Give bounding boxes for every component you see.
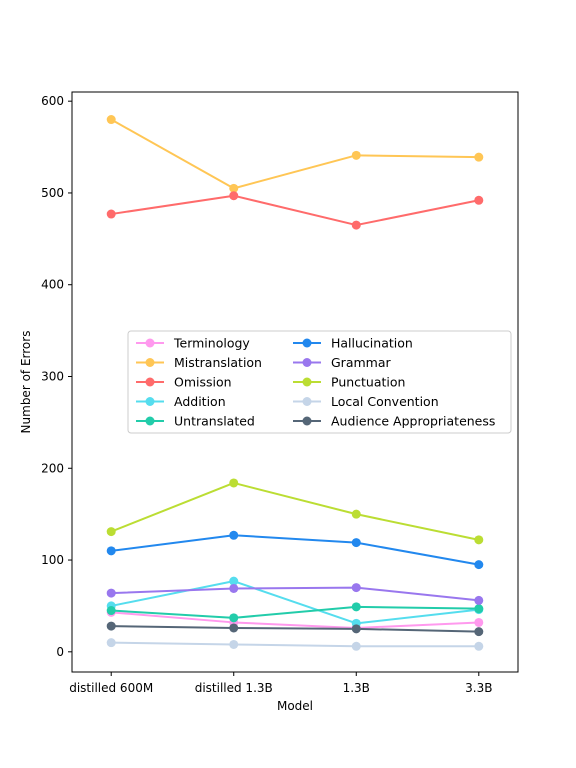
data-point-untranslated [351,602,361,612]
data-point-untranslated [106,606,116,616]
legend-item-punctuation: Punctuation [293,375,405,390]
legend-item-omission: Omission [136,375,232,390]
data-point-audience-appropriateness [229,623,239,633]
data-point-mistranslation [106,115,116,125]
y-tick-label: 400 [41,278,64,292]
data-point-audience-appropriateness [106,621,116,631]
legend-item-local-convention: Local Convention [293,394,439,409]
y-tick-label: 300 [41,369,64,383]
data-point-omission [229,191,239,201]
series-line-punctuation [110,481,479,541]
data-point-punctuation [229,478,239,488]
axes: 0 100 200 300 400 500 600 distilled 600M distill… [41,91,519,695]
legend-item-audience-appropriateness: Audience Appropriateness [293,414,495,429]
data-point-punctuation [106,527,116,537]
series-line-mistranslation [110,118,479,190]
data-point-hallucination [229,530,239,540]
legend-item-mistranslation: Mistranslation [136,355,262,370]
series-lines [110,118,479,648]
data-point-hallucination [106,546,116,556]
legend-swatch-marker [302,358,312,367]
legend-item-hallucination: Hallucination [293,336,413,351]
legend-item-addition: Addition [136,394,226,409]
series-line-grammar [111,586,479,602]
plot-frame [71,91,519,673]
data-point-omission [474,195,484,205]
legend: Terminology Mistranslation Omission Additio… [127,330,512,434]
legend-item-grammar: Grammar [293,355,391,370]
legend-swatch-marker [145,377,155,387]
legend-swatch-marker [145,416,155,426]
legend-swatch-marker [302,338,312,348]
data-point-local-convention [474,641,484,651]
data-point-grammar [351,583,361,593]
data-point-terminology [474,617,484,627]
legend-swatch-marker [302,377,312,387]
data-point-omission [351,220,361,230]
y-axis-title: Number of Errors [19,331,33,434]
y-tick-label: 600 [41,94,64,108]
series-line-addition [111,580,479,625]
series-line-untranslated [111,605,479,619]
legend-item-untranslated: Untranslated [136,414,255,429]
series-line-terminology [111,611,479,629]
y-tick-label: 0 [56,645,64,659]
data-point-mistranslation [229,183,239,193]
data-point-untranslated [229,613,239,623]
data-point-audience-appropriateness [351,624,361,634]
legend-label: Untranslated [174,414,255,429]
y-tick-label: 100 [41,553,64,567]
data-point-grammar [106,588,116,598]
data-point-grammar [229,583,239,593]
series-points [106,115,484,651]
y-tick-label: 200 [41,461,64,475]
series-line-omission [111,194,479,227]
legend-label: Mistranslation [174,355,262,370]
data-point-mistranslation [474,152,484,162]
legend-swatch-marker [302,416,312,426]
legend-swatch-marker [145,358,155,367]
x-axis-title: Model [277,699,313,713]
data-point-local-convention [106,638,116,648]
data-point-hallucination [474,560,484,570]
data-point-local-convention [229,639,239,649]
series-line-hallucination [111,534,479,566]
y-tick-label: 500 [41,186,64,200]
data-point-untranslated [474,604,484,614]
legend-label: Grammar [331,355,391,370]
data-point-local-convention [351,641,361,651]
x-tick-label: distilled 600M [69,681,153,695]
data-point-grammar [474,595,484,605]
data-point-addition [229,576,239,586]
series-line-audience-appropriateness [111,625,479,633]
data-point-hallucination [351,538,361,548]
legend-label: Local Convention [331,394,439,409]
legend-label: Omission [174,375,232,390]
legend-label: Terminology [173,336,250,351]
data-point-punctuation [351,509,361,519]
legend-swatch-marker [302,397,312,406]
x-tick-label: 3.3B [465,681,492,695]
series-line-local-convention [111,641,479,648]
data-point-mistranslation [351,150,361,160]
legend-item-terminology: Terminology [136,336,250,351]
data-point-audience-appropriateness [474,627,484,637]
legend-swatch-marker [145,397,155,406]
data-point-omission [106,209,116,219]
legend-swatch-marker [145,338,155,348]
legend-label: Punctuation [331,375,405,390]
data-point-punctuation [474,535,484,545]
x-tick-label: distilled 1.3B [195,681,273,695]
legend-label: Hallucination [331,336,413,351]
legend-label: Addition [174,394,226,409]
x-tick-label: 1.3B [343,681,370,695]
legend-label: Audience Appropriateness [331,414,495,429]
